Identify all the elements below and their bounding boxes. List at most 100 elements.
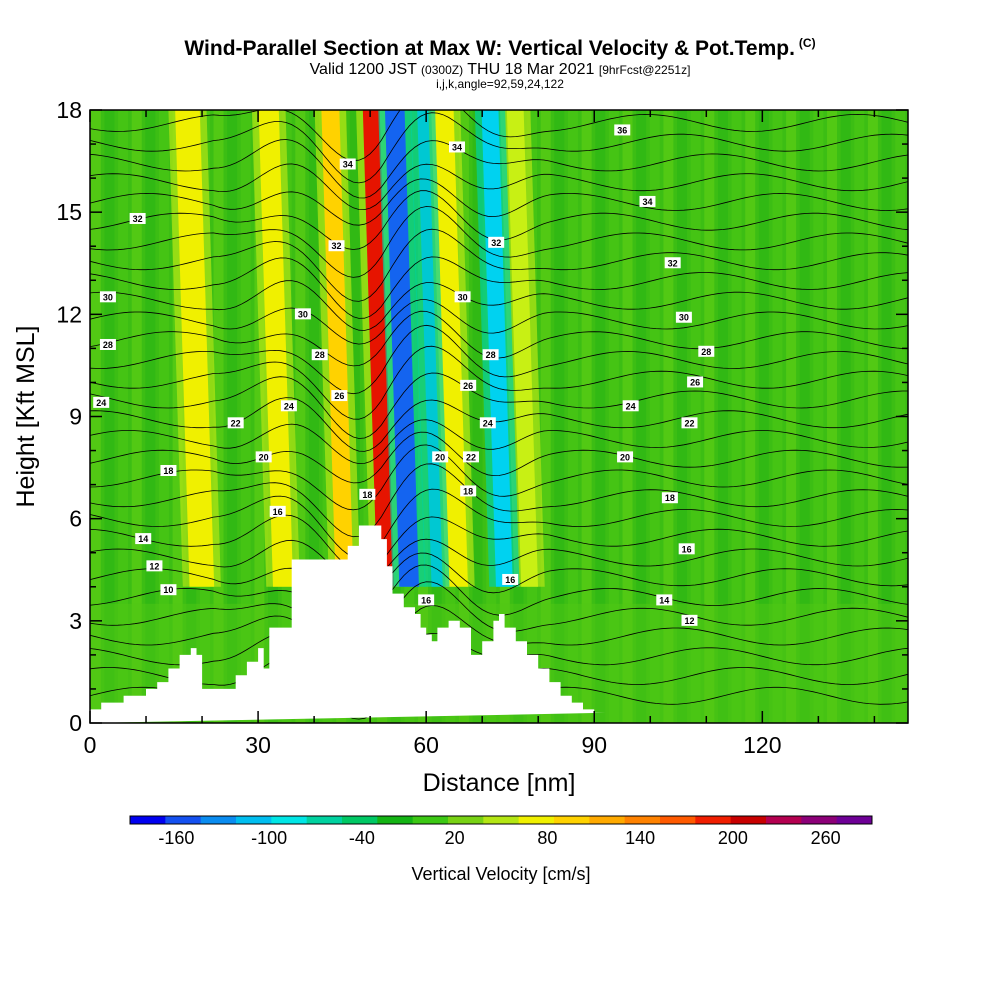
isentrope-label-bg	[432, 451, 449, 463]
isentrope-label: 18	[463, 486, 473, 496]
isentrope-line	[90, 538, 908, 585]
isentrope-label-bg	[681, 614, 698, 626]
field-texture	[240, 110, 251, 723]
isentrope-label-bg	[294, 308, 311, 320]
isentrope-label: 28	[315, 350, 325, 360]
colorbar-swatch	[589, 816, 626, 824]
isentrope-label: 16	[505, 575, 515, 585]
isentrope-line	[90, 372, 908, 439]
isentrope-label-bg	[339, 158, 356, 170]
isentrope-line	[90, 256, 908, 319]
isentrope-line	[90, 488, 908, 559]
field-texture	[649, 110, 660, 723]
isentrope-label: 32	[491, 238, 501, 248]
isentrope-label: 16	[682, 544, 692, 554]
field-texture	[145, 110, 156, 723]
field-texture	[758, 110, 769, 723]
colorbar-swatch	[518, 816, 555, 824]
colorbar-tick-label: 260	[811, 828, 841, 848]
isentrope-label: 28	[486, 350, 496, 360]
field-texture	[772, 110, 783, 723]
isentrope-label-bg	[678, 543, 695, 555]
y-tick-label: 0	[69, 710, 82, 736]
isentrope-label: 14	[659, 595, 669, 605]
field-texture	[540, 110, 551, 723]
isentrope-line	[90, 206, 908, 278]
field-texture	[308, 110, 319, 723]
isentrope-label: 28	[701, 347, 711, 357]
field-texture	[104, 110, 115, 723]
isentrope-label: 20	[259, 452, 269, 462]
field-texture	[636, 110, 647, 723]
isentrope-line	[90, 178, 908, 226]
isentrope-label-bg	[99, 291, 116, 303]
isentrope-label: 12	[149, 561, 159, 571]
field-texture	[595, 110, 606, 723]
isentrope-label-bg	[622, 400, 639, 412]
isentrope-label-bg	[227, 417, 244, 429]
colorbar-swatch	[624, 816, 661, 824]
isentrope-label-bg	[460, 379, 477, 391]
x-axis-label: Distance [nm]	[423, 769, 576, 797]
downdraft-column	[417, 110, 443, 587]
chart-subtitle: Valid 1200 JST (0300Z) THU 18 Mar 2021 […	[0, 61, 1000, 79]
isentrope-label-bg	[454, 291, 471, 303]
isentrope-label-bg	[160, 584, 177, 596]
x-tick-label: 90	[581, 732, 607, 758]
forecast-info: [9hrFcst@2251z]	[598, 63, 691, 77]
field-texture	[881, 110, 892, 723]
isentrope-label-bg	[359, 488, 376, 500]
colorbar-tick-label: -160	[158, 828, 194, 848]
isentrope-line	[90, 112, 908, 184]
isentrope-label: 16	[421, 595, 431, 605]
field-texture	[295, 110, 306, 723]
field-texture	[254, 110, 265, 723]
isentrope-line	[90, 324, 908, 395]
isentrope-label: 16	[273, 507, 283, 517]
isentrope-label-bg	[482, 349, 499, 361]
updraft-column	[258, 110, 294, 587]
colorbar-swatch	[342, 816, 378, 824]
colorbar-tick-label: 80	[537, 828, 557, 848]
isentrope-label-bg	[502, 573, 519, 585]
isentrope-label: 20	[620, 452, 630, 462]
colorbar-swatch	[271, 816, 308, 824]
field-texture	[717, 110, 728, 723]
isentrope-label-bg	[93, 396, 110, 408]
field-texture	[786, 110, 797, 723]
max-updraft-column	[362, 110, 395, 587]
isentrope-label-bg	[146, 560, 163, 572]
isentrope-label: 30	[458, 292, 468, 302]
isentrope-line	[90, 463, 908, 538]
isentrope-label-bg	[255, 451, 272, 463]
isentrope-label-bg	[664, 257, 681, 269]
y-tick-label: 3	[69, 608, 82, 634]
isentrope-line	[90, 163, 908, 211]
field-texture	[677, 110, 688, 723]
isentrope-label: 26	[334, 391, 344, 401]
isentrope-label-bg	[488, 236, 505, 248]
isentrope-label: 32	[668, 258, 678, 268]
isentrope-label: 18	[163, 466, 173, 476]
field-texture	[158, 110, 169, 723]
y-tick-label: 15	[56, 199, 82, 225]
isentrope-label: 30	[103, 292, 113, 302]
isentrope-label-bg	[328, 240, 345, 252]
downdraft-column	[481, 110, 513, 587]
isentrope-label-bg	[135, 533, 152, 545]
colorbar-swatch	[730, 816, 767, 824]
colorbar-frame	[129, 815, 873, 825]
isentrope-label: 36	[617, 125, 627, 135]
colorbar-swatch	[165, 816, 202, 824]
isentrope-label: 34	[452, 142, 462, 152]
isentrope-label: 34	[642, 197, 652, 207]
isentrope-label-bg	[331, 390, 348, 402]
valid-date: THU 18 Mar 2021	[467, 61, 595, 78]
isentrope-label: 14	[138, 534, 148, 544]
field-texture	[867, 110, 878, 723]
isentrope-label: 22	[684, 418, 694, 428]
valid-utc: (0300Z)	[421, 63, 464, 77]
terrain	[90, 525, 606, 723]
isentrope-label-bg	[462, 451, 479, 463]
